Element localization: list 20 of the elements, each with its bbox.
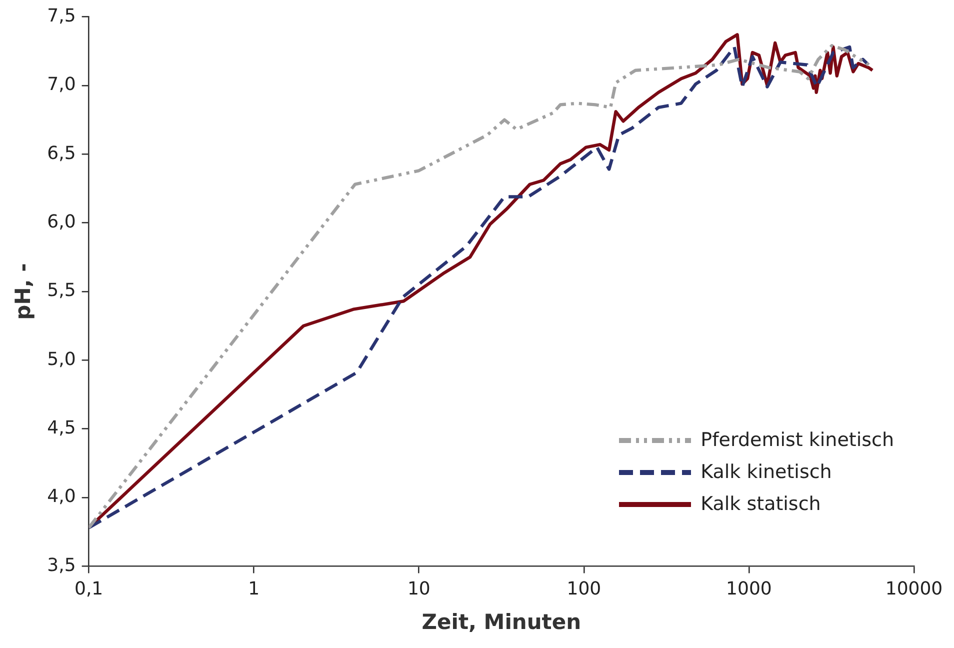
legend-label: Kalk kinetisch xyxy=(700,461,832,483)
y-axis-title: pH, - xyxy=(11,263,36,320)
y-tick-label: 7,0 xyxy=(47,74,76,96)
x-tick-label: 1 xyxy=(248,578,260,600)
y-tick-label: 7,5 xyxy=(47,5,76,26)
y-tick-label: 4,0 xyxy=(47,486,76,508)
x-tick-label: 100 xyxy=(566,578,602,600)
y-tick-label: 3,5 xyxy=(47,554,76,576)
y-tick-label: 6,5 xyxy=(47,142,76,164)
y-tick-label: 6,0 xyxy=(47,211,76,232)
legend-label: Kalk statisch xyxy=(700,493,821,515)
x-tick-label: 10 xyxy=(407,578,430,600)
legend-label: Pferdemist kinetisch xyxy=(700,429,894,451)
x-tick-label: 0,1 xyxy=(74,578,104,600)
x-axis-title: Zeit, Minuten xyxy=(422,610,582,634)
y-tick-label: 5,0 xyxy=(47,348,76,370)
x-tick-label: 10000 xyxy=(885,578,943,600)
x-tick-label: 1000 xyxy=(726,578,772,600)
y-tick-label: 4,5 xyxy=(47,418,76,439)
y-tick-label: 5,5 xyxy=(47,280,76,302)
